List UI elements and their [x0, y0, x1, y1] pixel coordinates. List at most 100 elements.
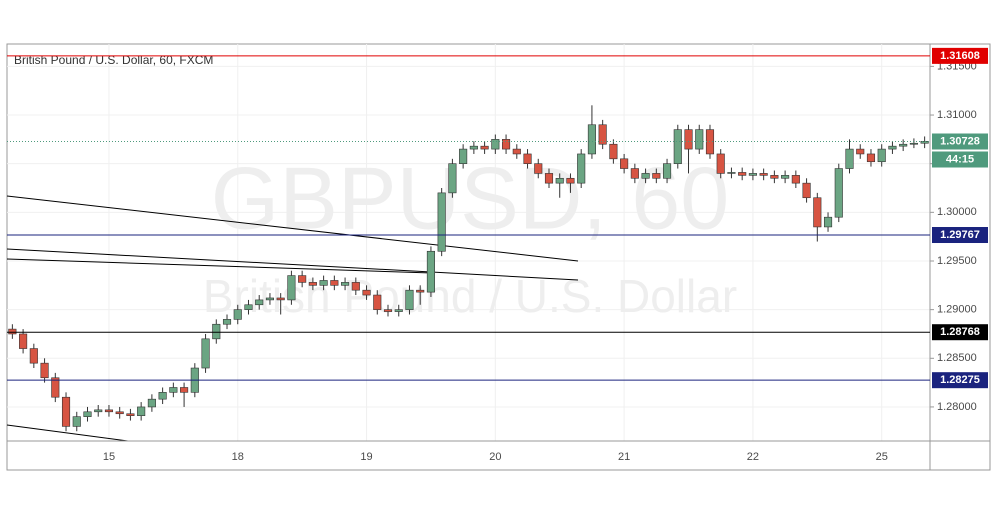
candle-body: [469, 145, 478, 150]
candle-body: [373, 294, 382, 310]
candle-body: [856, 148, 865, 155]
candle-body: [448, 163, 457, 194]
candle-body: [544, 173, 554, 184]
candle-body: [491, 139, 500, 150]
candle-body: [158, 392, 167, 400]
candle-body: [845, 148, 854, 169]
candle-body: [383, 309, 393, 312]
candle-body: [8, 328, 17, 335]
candle-body: [437, 192, 446, 252]
candle-body: [523, 153, 532, 164]
candle-body: [83, 411, 92, 417]
candle-body: [641, 173, 650, 179]
candle-body: [512, 148, 521, 155]
candle-body: [684, 129, 693, 150]
watermark: GBPUSD, 60: [211, 148, 729, 247]
candle-body: [587, 124, 596, 155]
level-box: [932, 227, 988, 244]
level-label: 1.28275: [940, 374, 980, 386]
chart-title: British Pound / U.S. Dollar, 60, FXCM: [14, 53, 213, 67]
candle-body: [222, 319, 232, 325]
candle-body: [233, 309, 242, 320]
candle-body: [899, 143, 908, 147]
trend-lines: [6, 195, 579, 442]
candle-body: [147, 398, 156, 408]
x-tick-label: 19: [360, 451, 372, 463]
candle-body: [802, 182, 811, 199]
candle-body: [180, 387, 189, 393]
candle-body: [137, 406, 146, 417]
candle-body: [265, 297, 275, 301]
y-tick-label: 1.30000: [937, 206, 977, 218]
trend-line: [6, 258, 433, 274]
candle-body: [115, 411, 124, 415]
candle-body: [104, 409, 114, 413]
candle-body: [620, 158, 629, 169]
x-tick-label: 21: [618, 451, 630, 463]
x-tick-label: 18: [232, 451, 244, 463]
candle-body: [598, 124, 607, 145]
candle-body: [781, 175, 790, 179]
current-price-box: [932, 133, 988, 150]
candle-body: [727, 172, 736, 174]
candle-body: [40, 362, 49, 379]
candle-body: [169, 387, 178, 393]
candle-body: [866, 153, 876, 163]
candle-body: [94, 409, 103, 413]
x-tick-label: 15: [103, 451, 115, 463]
y-tick-label: 1.28500: [937, 352, 977, 364]
candle-body: [695, 129, 704, 150]
candle-body: [920, 141, 929, 144]
candle-body: [61, 396, 71, 427]
candle-body: [319, 280, 328, 286]
candle-body: [298, 275, 307, 283]
candle-body: [212, 323, 221, 340]
trend-line: [6, 424, 129, 442]
candle-body: [813, 197, 822, 228]
candle-body: [308, 282, 317, 286]
candle-body: [72, 416, 81, 427]
candle-body: [909, 142, 918, 145]
candle-body: [555, 177, 564, 184]
current-price-label: 1.30728: [940, 135, 980, 147]
candle-body: [255, 299, 264, 306]
countdown-label: 44:15: [946, 153, 974, 165]
candle-body: [51, 377, 60, 398]
x-tick-label: 20: [489, 451, 501, 463]
candle-body: [716, 153, 725, 174]
level-label: 1.29767: [940, 229, 980, 241]
candle-body: [341, 282, 350, 286]
watermark-subtitle: British Pound / U.S. Dollar: [203, 270, 737, 322]
candle-body: [791, 175, 800, 184]
y-tick-label: 1.31000: [937, 109, 977, 121]
level-box: [932, 47, 988, 64]
y-tick-label: 1.29000: [937, 304, 977, 316]
candle-body: [759, 173, 768, 176]
candle-body: [362, 289, 371, 296]
x-tick-label: 25: [876, 451, 888, 463]
candle-body: [834, 168, 843, 218]
trend-line: [6, 248, 579, 281]
candle-body: [405, 289, 414, 310]
grid: [7, 44, 930, 441]
candle-body: [652, 173, 661, 179]
level-label: 1.31608: [940, 50, 980, 62]
candle-body: [459, 148, 468, 164]
candle-body: [630, 168, 639, 179]
candle-body: [480, 145, 489, 150]
candle-body: [201, 338, 210, 369]
candle-body: [662, 163, 672, 179]
candle-body: [577, 153, 586, 184]
countdown-box: [932, 151, 988, 168]
level-label: 1.28768: [940, 326, 980, 338]
candle-body: [534, 163, 543, 174]
candle-body: [126, 413, 135, 417]
x-tick-label: 22: [747, 451, 759, 463]
candle-body: [673, 129, 682, 164]
candle-body: [244, 304, 253, 310]
candle-body: [823, 216, 833, 228]
candle-body: [748, 173, 757, 176]
y-tick-label: 1.28000: [937, 401, 977, 413]
candle-body: [426, 250, 435, 293]
